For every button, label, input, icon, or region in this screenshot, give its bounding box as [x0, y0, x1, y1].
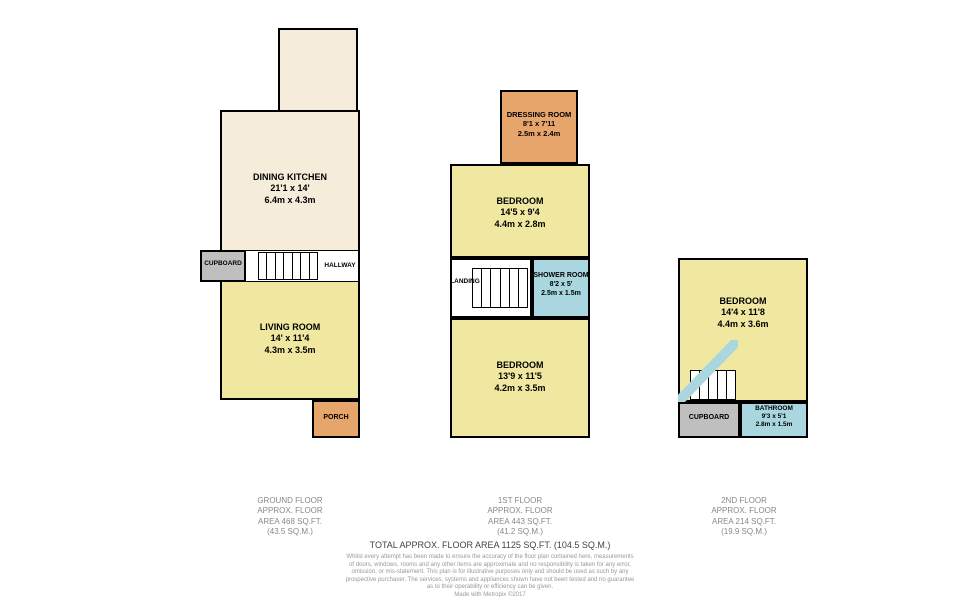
room-porch	[312, 400, 360, 438]
footer-total: TOTAL APPROX. FLOOR AREA 1125 SQ.FT. (10…	[0, 540, 980, 550]
room-living	[220, 282, 360, 400]
room-dining-kitchen	[220, 110, 360, 250]
room-dressing	[500, 90, 578, 164]
room-bedroom2	[450, 318, 590, 438]
caption-second: 2ND FLOOR APPROX. FLOOR AREA 214 SQ.FT. …	[684, 496, 804, 538]
room-bedroom1	[450, 164, 590, 258]
stairs-ground	[258, 252, 318, 280]
room-bathroom	[740, 402, 808, 438]
room-shower	[532, 258, 590, 318]
stairs-first	[472, 268, 528, 308]
room-ground-cupboard	[200, 250, 246, 282]
room-2nd-cupboard	[678, 402, 740, 438]
floorplan-canvas: DINING KITCHEN 21'1 x 14' 6.4m x 4.3m CU…	[0, 0, 980, 608]
caption-ground: GROUND FLOOR APPROX. FLOOR AREA 468 SQ.F…	[230, 496, 350, 538]
footer-disclaimer: Whilst every attempt has been made to en…	[0, 554, 980, 599]
second-floor-diagonal	[678, 340, 738, 402]
caption-first: 1ST FLOOR APPROX. FLOOR AREA 443 SQ.FT. …	[460, 496, 580, 538]
room-kitchen-extension	[278, 28, 358, 112]
